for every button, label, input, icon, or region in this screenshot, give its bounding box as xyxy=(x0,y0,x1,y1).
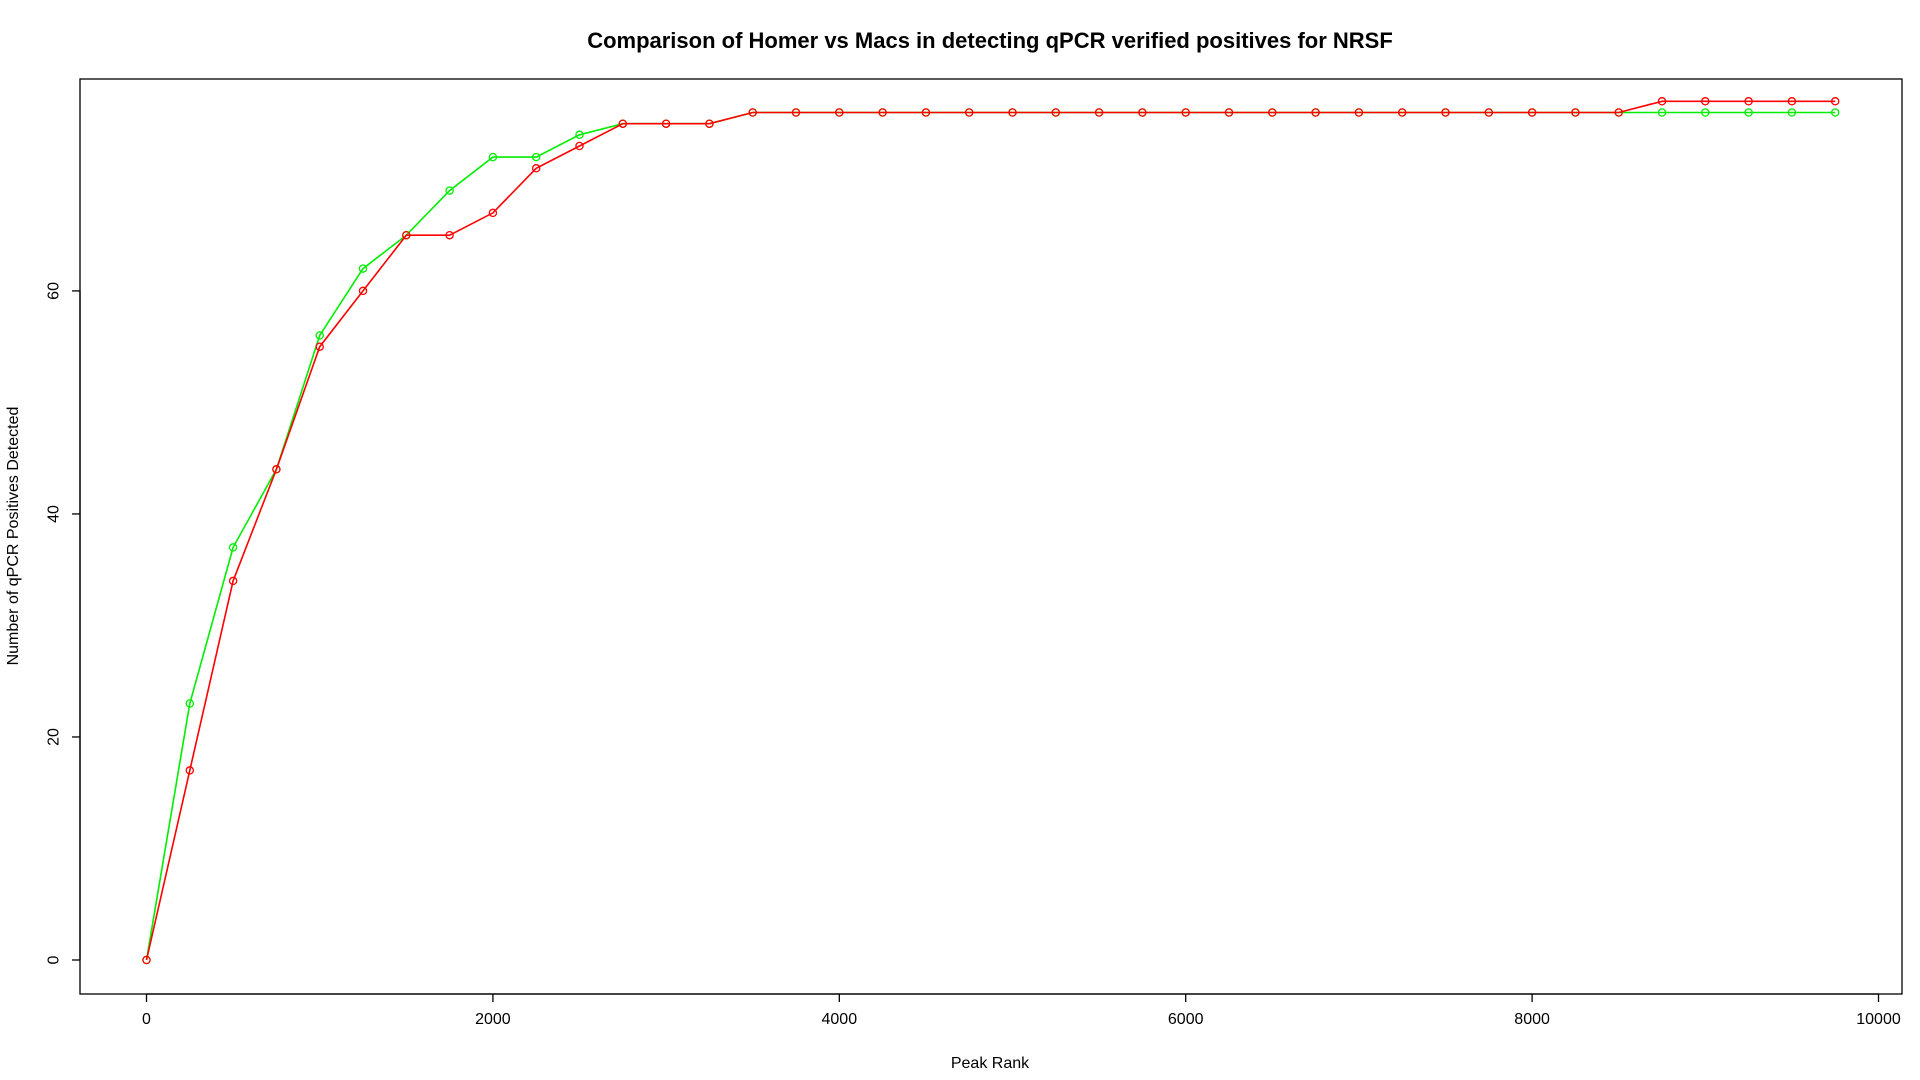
data-point xyxy=(1181,108,1190,117)
data-point xyxy=(1787,108,1797,117)
data-point xyxy=(1830,97,1840,106)
x-tick-label: 4000 xyxy=(822,1011,858,1028)
data-point xyxy=(1701,108,1710,117)
data-point xyxy=(791,108,801,117)
data-point xyxy=(1311,108,1320,117)
data-point xyxy=(1051,108,1061,117)
data-point xyxy=(705,119,714,128)
data-point xyxy=(1527,108,1537,117)
plot-frame xyxy=(79,78,1903,995)
data-point xyxy=(445,230,454,240)
data-point xyxy=(575,130,584,140)
x-axis: 0 2000 4000 6000 8000 10000 xyxy=(142,993,1901,1028)
data-point xyxy=(1830,108,1840,117)
x-tick-label: 2000 xyxy=(475,1011,511,1028)
data-point xyxy=(964,108,974,117)
series-line xyxy=(145,111,1836,961)
data-point xyxy=(1138,108,1147,117)
data-point xyxy=(1484,108,1494,117)
y-tick-label: 60 xyxy=(46,282,63,300)
data-point xyxy=(1744,97,1753,106)
data-point xyxy=(358,286,368,296)
data-point xyxy=(531,152,541,162)
data-point xyxy=(1744,108,1753,117)
data-point xyxy=(878,108,887,117)
data-point xyxy=(358,264,368,273)
data-point xyxy=(1224,108,1234,117)
data-point xyxy=(185,699,195,708)
series-1 xyxy=(142,108,1840,965)
data-point xyxy=(142,955,151,965)
data-point xyxy=(661,119,671,128)
data-point xyxy=(1571,108,1580,117)
series-2 xyxy=(142,97,1840,965)
data-point xyxy=(921,108,931,117)
data-point xyxy=(1354,108,1364,117)
data-point xyxy=(531,164,541,173)
x-tick-label: 6000 xyxy=(1168,1011,1204,1028)
y-tick-label: 40 xyxy=(46,505,63,523)
data-point xyxy=(1268,108,1277,117)
x-tick-label: 0 xyxy=(142,1011,151,1028)
data-point xyxy=(228,576,238,586)
data-point xyxy=(748,108,757,117)
data-point xyxy=(488,208,498,218)
data-point xyxy=(272,465,281,474)
data-point xyxy=(1787,97,1797,106)
y-tick-label: 20 xyxy=(46,728,63,746)
y-axis: 0 20 40 60 xyxy=(46,282,81,964)
data-point xyxy=(445,186,454,195)
data-point xyxy=(315,331,324,340)
data-point xyxy=(575,141,584,151)
data-point xyxy=(185,766,195,775)
data-point xyxy=(1701,97,1710,106)
x-tick-label: 8000 xyxy=(1514,1011,1550,1028)
data-point xyxy=(1397,108,1407,117)
series-layer xyxy=(142,97,1840,965)
data-point xyxy=(618,119,628,128)
chart-title: Comparison of Homer vs Macs in detecting… xyxy=(587,28,1393,53)
data-point xyxy=(488,152,498,162)
data-point xyxy=(1657,97,1667,106)
y-axis-label: Number of qPCR Positives Detected xyxy=(5,407,22,666)
series-line xyxy=(145,100,1836,961)
data-point xyxy=(1008,108,1017,117)
data-point xyxy=(402,230,411,240)
data-point xyxy=(1441,108,1450,117)
data-point xyxy=(315,342,324,351)
x-axis-label: Peak Rank xyxy=(951,1055,1030,1072)
data-point xyxy=(1657,108,1667,117)
data-point xyxy=(835,108,844,117)
data-point xyxy=(1614,108,1623,117)
y-tick-label: 0 xyxy=(46,955,63,964)
data-point xyxy=(1094,108,1104,117)
data-point xyxy=(228,543,238,552)
x-tick-label: 10000 xyxy=(1856,1011,1901,1028)
